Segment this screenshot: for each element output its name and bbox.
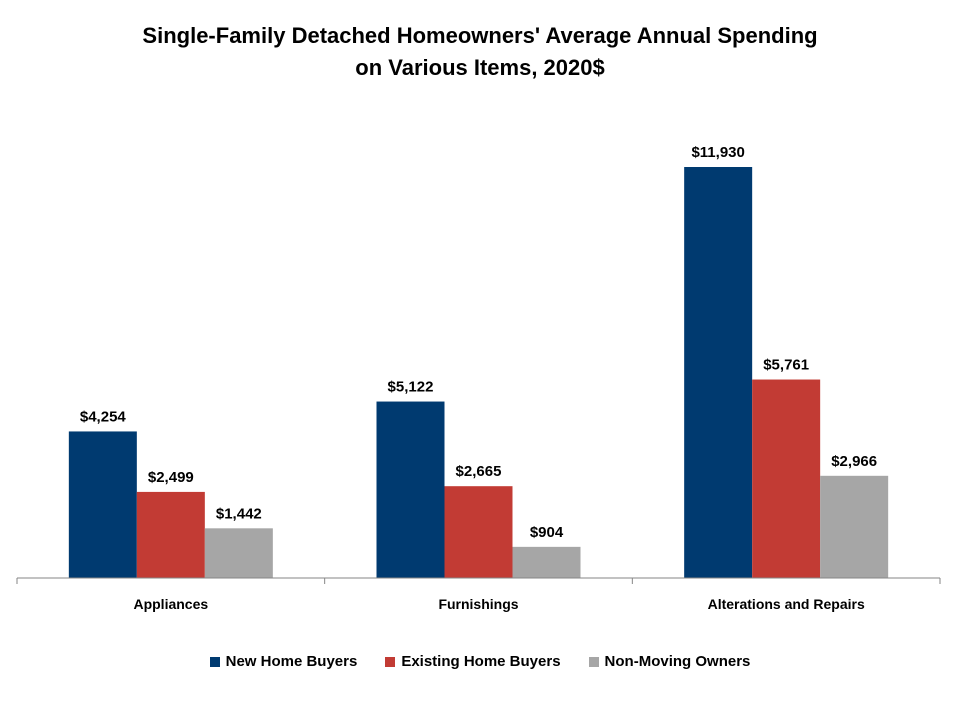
legend-item-non-moving-owners: Non-Moving Owners	[588, 653, 751, 670]
bar	[136, 491, 205, 578]
x-tick-label: Furnishings	[438, 596, 518, 612]
legend-swatch	[385, 656, 396, 667]
legend-label: Non-Moving Owners	[604, 653, 751, 670]
bar	[204, 528, 273, 578]
data-label: $11,930	[691, 144, 744, 161]
chart-title-line1: Single-Family Detached Homeowners' Avera…	[142, 23, 818, 48]
legend-label: Existing Home Buyers	[401, 653, 561, 670]
data-label: $4,254	[80, 408, 127, 425]
data-label: $1,442	[216, 505, 262, 522]
data-label: $2,966	[831, 453, 877, 470]
bar	[684, 167, 753, 578]
chart-title: Single-Family Detached Homeowners' Avera…	[0, 20, 960, 84]
data-label: $2,665	[456, 463, 502, 480]
data-label: $5,122	[388, 379, 434, 396]
legend-item-existing-home-buyers: Existing Home Buyers	[385, 653, 561, 670]
bar	[68, 431, 137, 578]
legend-swatch	[209, 656, 220, 667]
legend-item-new-home-buyers: New Home Buyers	[209, 653, 358, 670]
data-label: $904	[530, 524, 564, 541]
bar	[752, 379, 821, 578]
chart-title-line2: on Various Items, 2020$	[355, 55, 605, 80]
chart-legend: New Home Buyers Existing Home Buyers Non…	[0, 653, 960, 670]
x-tick-label: Appliances	[133, 596, 208, 612]
bar	[820, 475, 889, 578]
bar	[444, 486, 513, 578]
x-tick-label: Alterations and Repairs	[708, 596, 865, 612]
data-label: $5,761	[763, 357, 809, 374]
legend-swatch	[588, 656, 599, 667]
legend-label: New Home Buyers	[225, 653, 358, 670]
bar	[376, 401, 445, 578]
data-label: $2,499	[148, 469, 194, 486]
bar	[512, 546, 581, 578]
